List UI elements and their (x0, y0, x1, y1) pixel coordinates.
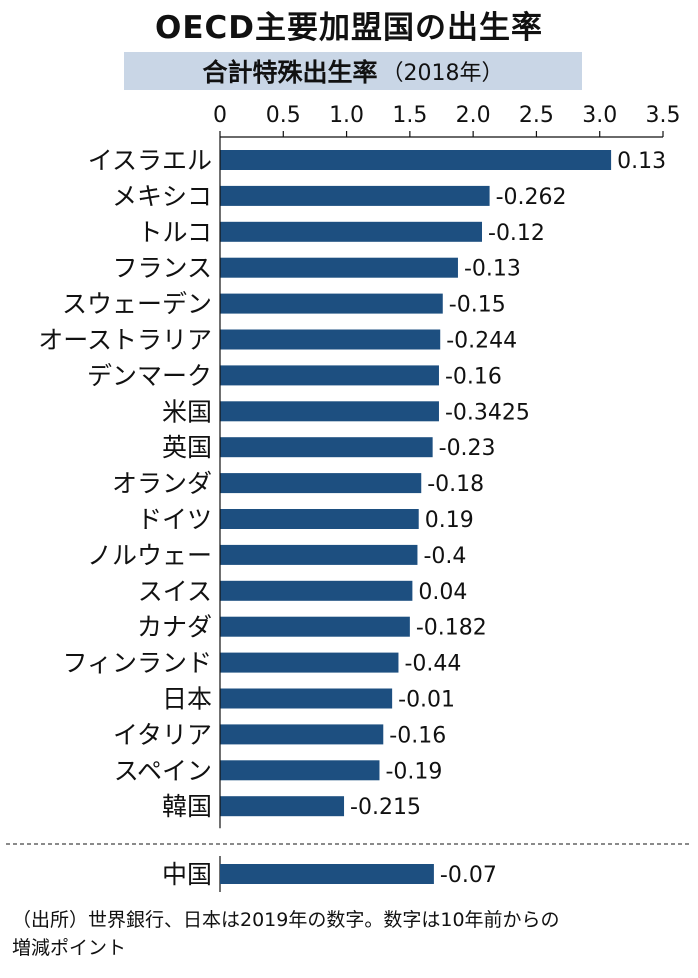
subtitle-note: （2018年） (381, 61, 504, 86)
bar (220, 724, 384, 745)
data-label: -0.262 (496, 185, 567, 210)
source-note: （出所）世界銀行、日本は2019年の数字。数字は10年前からの 増減ポイント (12, 906, 692, 962)
data-label: 0.04 (418, 580, 467, 605)
category-label: デンマーク (87, 361, 212, 390)
source-note-line-1: （出所）世界銀行、日本は2019年の数字。数字は10年前からの (12, 909, 560, 931)
category-label: スウェーデン (62, 290, 212, 319)
category-label: 中国 (162, 860, 212, 889)
category-label: スペイン (114, 756, 212, 785)
data-label: 0.19 (425, 508, 474, 533)
data-label: -0.15 (449, 293, 506, 318)
bar (220, 365, 439, 386)
category-label: メキシコ (112, 182, 212, 211)
bar (220, 616, 410, 637)
data-label: -0.23 (439, 436, 496, 461)
category-label: ドイツ (137, 505, 212, 534)
x-tick-label: 1.0 (329, 103, 364, 128)
category-label: 米国 (162, 397, 212, 426)
bar (220, 864, 434, 884)
x-tick-label: 0 (213, 103, 227, 128)
category-label: フランス (112, 254, 212, 283)
bar (220, 329, 441, 350)
x-tick-label: 3.0 (582, 103, 617, 128)
bar (220, 509, 419, 529)
category-label: オランダ (112, 469, 212, 498)
category-label: 英国 (162, 433, 212, 462)
data-label: -0.19 (385, 759, 442, 784)
data-label: -0.01 (398, 688, 455, 713)
x-tick-label: 3.5 (646, 103, 681, 128)
bar (220, 796, 345, 817)
bar (220, 150, 612, 170)
x-tick-label: 2.5 (519, 103, 554, 128)
data-label: -0.13 (464, 257, 521, 282)
data-label: -0.07 (440, 863, 497, 888)
data-label: -0.12 (488, 221, 545, 246)
subtitle-main: 合計特殊出生率 (202, 58, 378, 87)
data-label: -0.244 (446, 329, 517, 354)
data-label: -0.16 (389, 723, 446, 748)
data-label: -0.44 (404, 652, 461, 677)
category-label: ノルウェー (87, 541, 212, 570)
x-tick-label: 2.0 (456, 103, 491, 128)
bar (220, 652, 399, 673)
chart-subtitle: 合計特殊出生率 （2018年） (124, 52, 582, 90)
category-label: トルコ (137, 218, 212, 247)
bar (220, 437, 433, 458)
data-label: -0.18 (427, 472, 484, 497)
data-label: -0.3425 (445, 400, 530, 425)
bar (220, 544, 418, 565)
category-label: イスラエル (88, 146, 212, 175)
bar (220, 221, 483, 242)
x-tick-label: 1.5 (392, 103, 427, 128)
bar (220, 401, 439, 422)
category-label: 韓国 (162, 792, 212, 821)
x-tick-label: 0.5 (266, 103, 301, 128)
bar (220, 293, 443, 314)
source-note-line-2: 増減ポイント (12, 937, 127, 959)
category-label: オーストラリア (38, 326, 212, 355)
bar (220, 257, 458, 278)
bar (220, 185, 490, 206)
data-label: -0.215 (350, 795, 421, 820)
chart-title: OECD主要加盟国の出生率 (154, 10, 543, 46)
category-label: スイス (138, 577, 212, 606)
bar (220, 473, 422, 494)
category-label: イタリア (113, 720, 212, 749)
category-label: 日本 (162, 685, 212, 714)
data-label: -0.182 (416, 616, 487, 641)
data-label: -0.4 (423, 544, 466, 569)
category-label: カナダ (137, 613, 212, 642)
bar-chart: 0 0.5 1.0 1.5 2.0 2.5 3.0 3.5 イスラエル 0.13 メキシコ -0.26… (6, 103, 692, 892)
data-label: 0.13 (617, 149, 666, 174)
bar (220, 760, 380, 781)
bar (220, 580, 413, 601)
bar (220, 688, 393, 709)
category-label: フィンランド (62, 649, 212, 678)
data-label: -0.16 (445, 364, 502, 389)
